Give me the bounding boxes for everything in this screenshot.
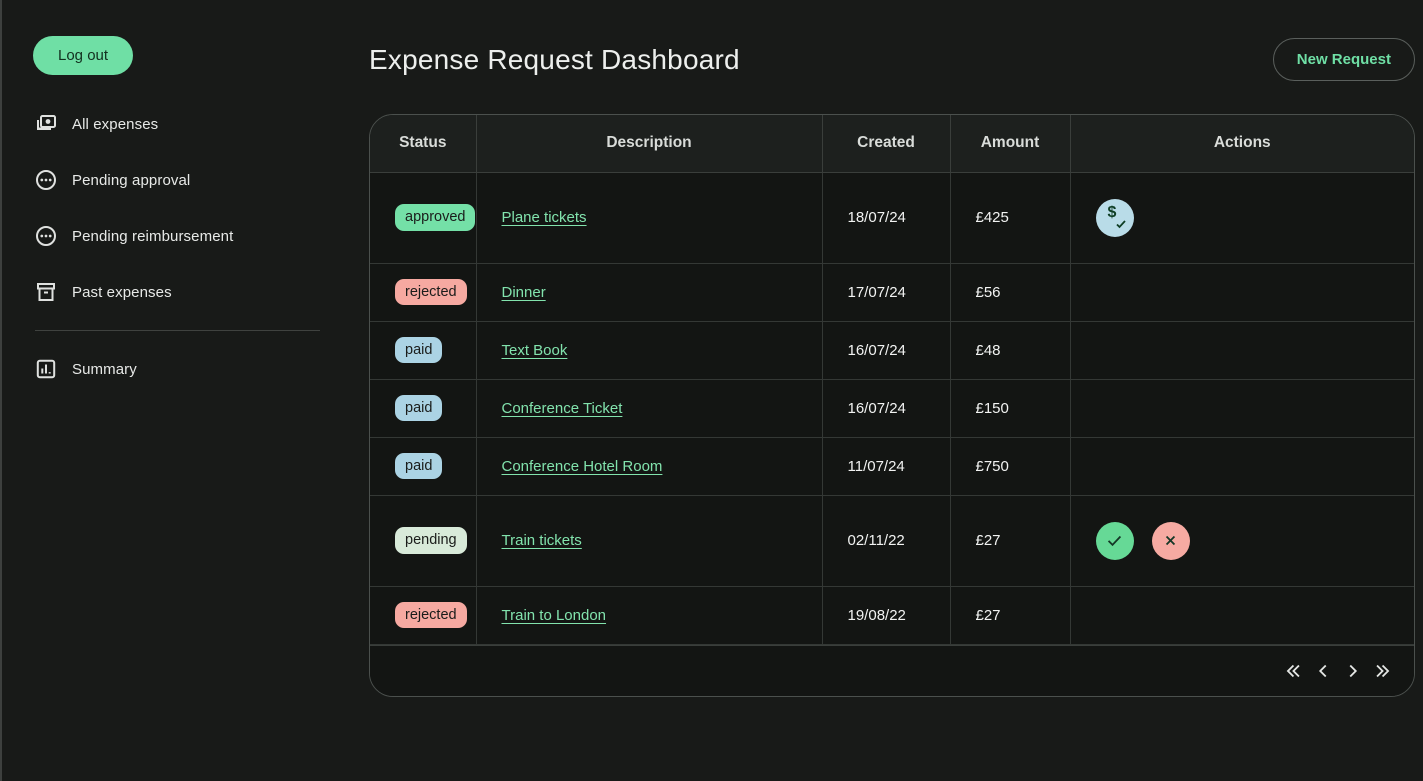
amount-cell: £150 xyxy=(950,379,1071,438)
created-cell: 02/11/22 xyxy=(822,495,951,587)
amount-cell: £48 xyxy=(950,321,1071,380)
expense-link[interactable]: Text Book xyxy=(501,341,568,359)
status-cell: rejected xyxy=(370,586,477,645)
table-row: approved Plane tickets 18/07/24 £425 $ xyxy=(370,172,1414,264)
money-icon xyxy=(33,111,59,137)
sidebar-item-label: Past expenses xyxy=(72,283,172,301)
sidebar: Log out All expenses xyxy=(2,0,340,781)
pending-circle-icon xyxy=(33,223,59,249)
sidebar-divider xyxy=(35,330,320,331)
status-badge: rejected xyxy=(395,601,467,629)
actions-cell xyxy=(1070,586,1414,645)
description-cell: Dinner xyxy=(476,263,823,322)
status-cell: pending xyxy=(370,495,477,587)
created-cell: 16/07/24 xyxy=(822,321,951,380)
column-header-description: Description xyxy=(476,115,823,173)
actions-cell xyxy=(1070,437,1414,496)
created-cell: 18/07/24 xyxy=(822,172,951,264)
status-cell: approved xyxy=(370,172,477,264)
amount-cell: £27 xyxy=(950,495,1071,587)
archive-icon xyxy=(33,279,59,305)
description-cell: Text Book xyxy=(476,321,823,380)
expense-link[interactable]: Conference Hotel Room xyxy=(501,457,663,475)
sidebar-item-pending-reimbursement[interactable]: Pending reimbursement xyxy=(33,208,340,264)
amount-cell: £27 xyxy=(950,586,1071,645)
status-badge: paid xyxy=(395,336,443,364)
approve-button[interactable] xyxy=(1095,521,1134,560)
status-badge: paid xyxy=(395,452,443,480)
actions-cell xyxy=(1070,321,1414,380)
actions-cell xyxy=(1070,379,1414,438)
sidebar-item-label: Pending approval xyxy=(72,171,191,189)
amount-cell: £56 xyxy=(950,263,1071,322)
description-cell: Conference Hotel Room xyxy=(476,437,823,496)
actions-cell xyxy=(1070,263,1414,322)
description-cell: Train to London xyxy=(476,586,823,645)
created-cell: 11/07/24 xyxy=(822,437,951,496)
sidebar-item-pending-approval[interactable]: Pending approval xyxy=(33,152,340,208)
money-check-icon[interactable]: $ xyxy=(1095,198,1134,237)
expense-link[interactable]: Dinner xyxy=(501,283,546,301)
bar-chart-icon xyxy=(33,356,59,382)
expenses-table-card: Status Description Created Amount Action… xyxy=(369,114,1415,697)
status-badge: paid xyxy=(395,394,443,422)
status-badge: rejected xyxy=(395,278,467,306)
last-page-button[interactable] xyxy=(1368,656,1398,686)
expense-link[interactable]: Conference Ticket xyxy=(501,399,623,417)
column-header-amount: Amount xyxy=(950,115,1071,173)
column-header-actions: Actions xyxy=(1070,115,1414,173)
pagination-bar xyxy=(370,644,1414,696)
first-page-button[interactable] xyxy=(1278,656,1308,686)
table-row: paid Text Book 16/07/24 £48 xyxy=(370,321,1414,380)
amount-cell: £425 xyxy=(950,172,1071,264)
page-title: Expense Request Dashboard xyxy=(369,43,740,75)
created-cell: 19/08/22 xyxy=(822,586,951,645)
status-cell: paid xyxy=(370,437,477,496)
table-row: pending Train tickets 02/11/22 £27 xyxy=(370,495,1414,587)
expense-link[interactable]: Train tickets xyxy=(501,532,582,549)
new-request-button[interactable]: New Request xyxy=(1272,38,1415,81)
status-badge: approved xyxy=(395,204,476,231)
actions-cell xyxy=(1070,495,1414,587)
main-header: Expense Request Dashboard New Request xyxy=(369,38,1415,81)
sidebar-item-label: All expenses xyxy=(72,115,159,133)
table-row: paid Conference Hotel Room 11/07/24 £750 xyxy=(370,437,1414,496)
description-cell: Train tickets xyxy=(476,495,823,587)
table-row: rejected Train to London 19/08/22 £27 xyxy=(370,586,1414,645)
main-content: Expense Request Dashboard New Request St… xyxy=(340,0,1423,781)
expenses-table: Status Description Created Amount Action… xyxy=(370,115,1414,645)
column-header-created: Created xyxy=(822,115,951,173)
column-header-status: Status xyxy=(370,115,477,173)
created-cell: 17/07/24 xyxy=(822,263,951,322)
status-badge: pending xyxy=(395,527,467,554)
amount-cell: £750 xyxy=(950,437,1071,496)
description-cell: Conference Ticket xyxy=(476,379,823,438)
status-cell: paid xyxy=(370,321,477,380)
expense-link[interactable]: Plane tickets xyxy=(501,209,587,226)
reject-button[interactable] xyxy=(1151,521,1190,560)
status-cell: rejected xyxy=(370,263,477,322)
sidebar-item-label: Summary xyxy=(72,360,137,378)
created-cell: 16/07/24 xyxy=(822,379,951,438)
status-cell: paid xyxy=(370,379,477,438)
next-page-button[interactable] xyxy=(1338,656,1368,686)
actions-cell: $ xyxy=(1070,172,1414,264)
sidebar-item-all-expenses[interactable]: All expenses xyxy=(33,96,340,152)
table-header-row: Status Description Created Amount Action… xyxy=(370,115,1414,173)
table-row: paid Conference Ticket 16/07/24 £150 xyxy=(370,379,1414,438)
previous-page-button[interactable] xyxy=(1308,656,1338,686)
sidebar-nav: All expenses Pending approval xyxy=(33,96,340,320)
table-row: rejected Dinner 17/07/24 £56 xyxy=(370,263,1414,322)
pending-circle-icon xyxy=(33,167,59,193)
expense-link[interactable]: Train to London xyxy=(501,606,607,624)
sidebar-item-label: Pending reimbursement xyxy=(72,227,234,245)
logout-button[interactable]: Log out xyxy=(33,36,134,75)
sidebar-item-summary[interactable]: Summary xyxy=(33,341,340,397)
sidebar-item-past-expenses[interactable]: Past expenses xyxy=(33,264,340,320)
description-cell: Plane tickets xyxy=(476,172,823,264)
